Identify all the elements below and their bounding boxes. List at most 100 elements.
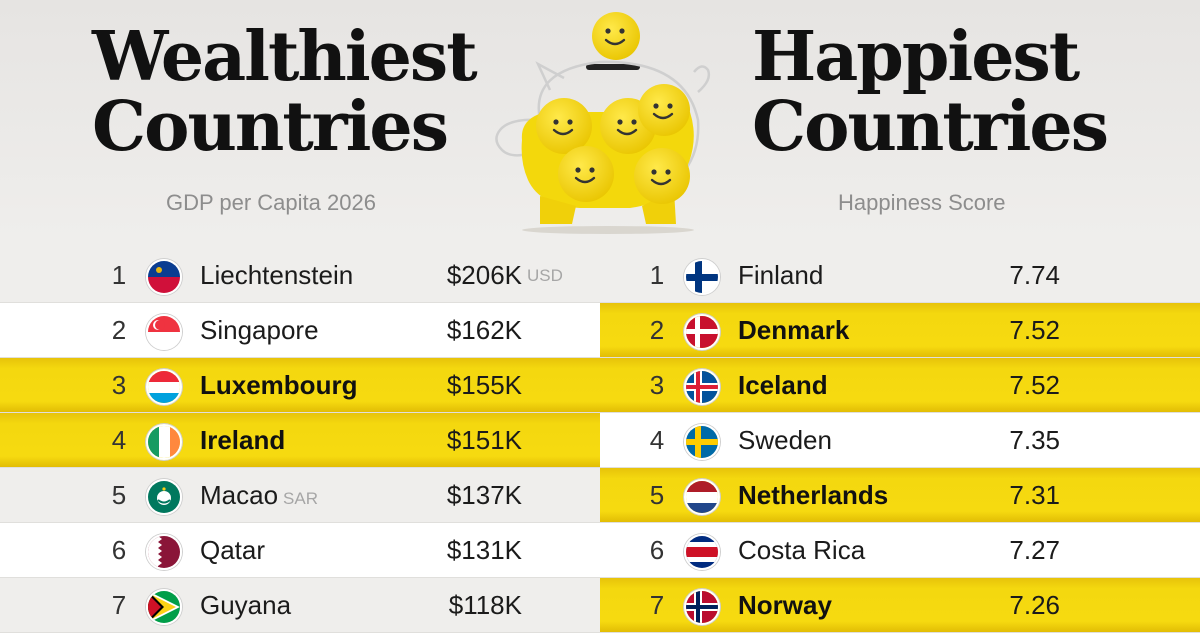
value-label: $162K bbox=[447, 315, 522, 346]
rank-number: 3 bbox=[111, 370, 127, 400]
country-label: Luxembourg bbox=[200, 370, 358, 400]
country-label: Liechtenstein bbox=[200, 260, 354, 290]
table-row: 5 Netherlands 7.31 bbox=[600, 468, 1200, 523]
value-text: 7.52 bbox=[1009, 315, 1060, 345]
table-row: 2 Singapore $162K bbox=[0, 303, 600, 358]
pig-shadow bbox=[522, 226, 694, 234]
value-label: $131K bbox=[447, 535, 522, 566]
costa-rica-flag-icon bbox=[684, 534, 720, 570]
singapore-flag-icon bbox=[146, 314, 182, 350]
table-row: 2 Denmark 7.52 bbox=[600, 303, 1200, 358]
wealthiest-subtitle: GDP per Capita 2026 bbox=[166, 190, 376, 215]
country-suffix: SAR bbox=[283, 489, 319, 508]
rank-number: 4 bbox=[111, 425, 127, 455]
wealthiest-table: 1 Liechtenstein $206K USD 2 Singapore $162K 3 Lu… bbox=[0, 248, 600, 633]
country-label: Macao bbox=[200, 480, 279, 510]
rank-number: 3 bbox=[649, 370, 665, 400]
country-name: Guyana bbox=[200, 590, 291, 621]
rank-number: 6 bbox=[649, 535, 665, 565]
country-label: Finland bbox=[738, 260, 824, 290]
country-label: Singapore bbox=[200, 315, 319, 345]
piggy-bank-illustration bbox=[495, 12, 711, 234]
value-text: 7.26 bbox=[1009, 590, 1060, 620]
value-label: 7.31 bbox=[1009, 480, 1060, 511]
happiest-title-line2: Countries bbox=[752, 87, 1109, 167]
table-row: 4 Ireland $151K bbox=[0, 413, 600, 468]
coin-icon bbox=[638, 84, 690, 136]
rank-number: 5 bbox=[649, 480, 665, 510]
value-unit: USD bbox=[527, 266, 563, 285]
value-text: 7.31 bbox=[1009, 480, 1060, 510]
country-label: Norway bbox=[738, 590, 832, 620]
happiest-table: 1 Finland 7.74 2 Denmark 7.52 3 Iceland 7.52 4 Swe… bbox=[600, 248, 1200, 633]
country-name: Luxembourg bbox=[200, 370, 357, 401]
value-text: $162K bbox=[446, 315, 522, 345]
rank-number: 1 bbox=[649, 260, 665, 290]
coin-icon bbox=[536, 98, 592, 154]
value-label: $206K USD bbox=[446, 260, 563, 291]
table-row: 4 Sweden 7.35 bbox=[600, 413, 1200, 468]
value-label: $151K bbox=[447, 425, 522, 456]
norway-flag-icon bbox=[684, 589, 720, 625]
country-name: Liechtenstein bbox=[200, 260, 353, 291]
country-label: Guyana bbox=[200, 590, 292, 620]
value-text: 7.27 bbox=[1009, 535, 1060, 565]
luxembourg-flag-icon bbox=[146, 369, 182, 405]
table-row: 7 Norway 7.26 bbox=[600, 578, 1200, 633]
country-label: Sweden bbox=[738, 425, 832, 455]
country-name: Costa Rica bbox=[738, 535, 865, 566]
country-label: Iceland bbox=[738, 370, 828, 400]
value-label: 7.52 bbox=[1009, 315, 1060, 346]
wealthiest-title-line1: Wealthiest bbox=[92, 17, 478, 97]
value-label: 7.27 bbox=[1009, 535, 1060, 566]
value-label: 7.35 bbox=[1009, 425, 1060, 456]
value-text: 7.74 bbox=[1009, 260, 1060, 290]
value-text: $137K bbox=[446, 480, 522, 510]
happiest-title-line1: Happiest bbox=[752, 17, 1080, 97]
rank-number: 2 bbox=[111, 315, 127, 345]
value-text: $206K bbox=[446, 260, 522, 290]
ireland-flag-icon bbox=[146, 424, 182, 460]
happiest-subtitle: Happiness Score bbox=[838, 190, 1006, 215]
country-label: Qatar bbox=[200, 535, 266, 565]
country-label: Netherlands bbox=[738, 480, 889, 510]
table-row: 5 Macao SAR $137K bbox=[0, 468, 600, 523]
happiest-title: Happiest Countries bbox=[752, 22, 1172, 162]
sweden-flag-icon bbox=[684, 424, 720, 460]
country-name: Denmark bbox=[738, 315, 849, 346]
value-text: $118K bbox=[448, 590, 522, 620]
table-row: 1 Liechtenstein $206K USD bbox=[0, 248, 600, 303]
value-label: $118K bbox=[449, 590, 522, 621]
guyana-flag-icon bbox=[146, 589, 182, 625]
value-label: 7.26 bbox=[1009, 590, 1060, 621]
country-name: Qatar bbox=[200, 535, 265, 566]
rank-number: 6 bbox=[111, 535, 127, 565]
table-row: 6 Qatar $131K bbox=[0, 523, 600, 578]
country-name: Netherlands bbox=[738, 480, 888, 511]
value-label: 7.74 bbox=[1009, 260, 1060, 291]
value-label: $155K bbox=[447, 370, 522, 401]
coin-icon bbox=[634, 148, 690, 204]
country-name: Sweden bbox=[738, 425, 832, 456]
country-name: Finland bbox=[738, 260, 823, 291]
denmark-flag-icon bbox=[684, 314, 720, 350]
rank-number: 7 bbox=[649, 590, 665, 620]
value-text: $155K bbox=[446, 370, 522, 400]
wealthiest-title: Wealthiest Countries bbox=[92, 22, 512, 162]
table-row: 6 Costa Rica 7.27 bbox=[600, 523, 1200, 578]
liechtenstein-flag-icon bbox=[146, 259, 182, 295]
country-name: Macao SAR bbox=[200, 480, 318, 511]
value-text: $151K bbox=[446, 425, 522, 455]
value-text: 7.35 bbox=[1009, 425, 1060, 455]
rank-number: 7 bbox=[111, 590, 127, 620]
country-label: Costa Rica bbox=[738, 535, 866, 565]
rank-number: 5 bbox=[111, 480, 127, 510]
value-label: 7.52 bbox=[1009, 370, 1060, 401]
table-row: 1 Finland 7.74 bbox=[600, 248, 1200, 303]
rank-number: 4 bbox=[649, 425, 665, 455]
pig-leg bbox=[540, 196, 576, 224]
table-row: 3 Luxembourg $155K bbox=[0, 358, 600, 413]
country-name: Iceland bbox=[738, 370, 828, 401]
macao-flag-icon bbox=[146, 479, 182, 515]
country-label: Denmark bbox=[738, 315, 850, 345]
